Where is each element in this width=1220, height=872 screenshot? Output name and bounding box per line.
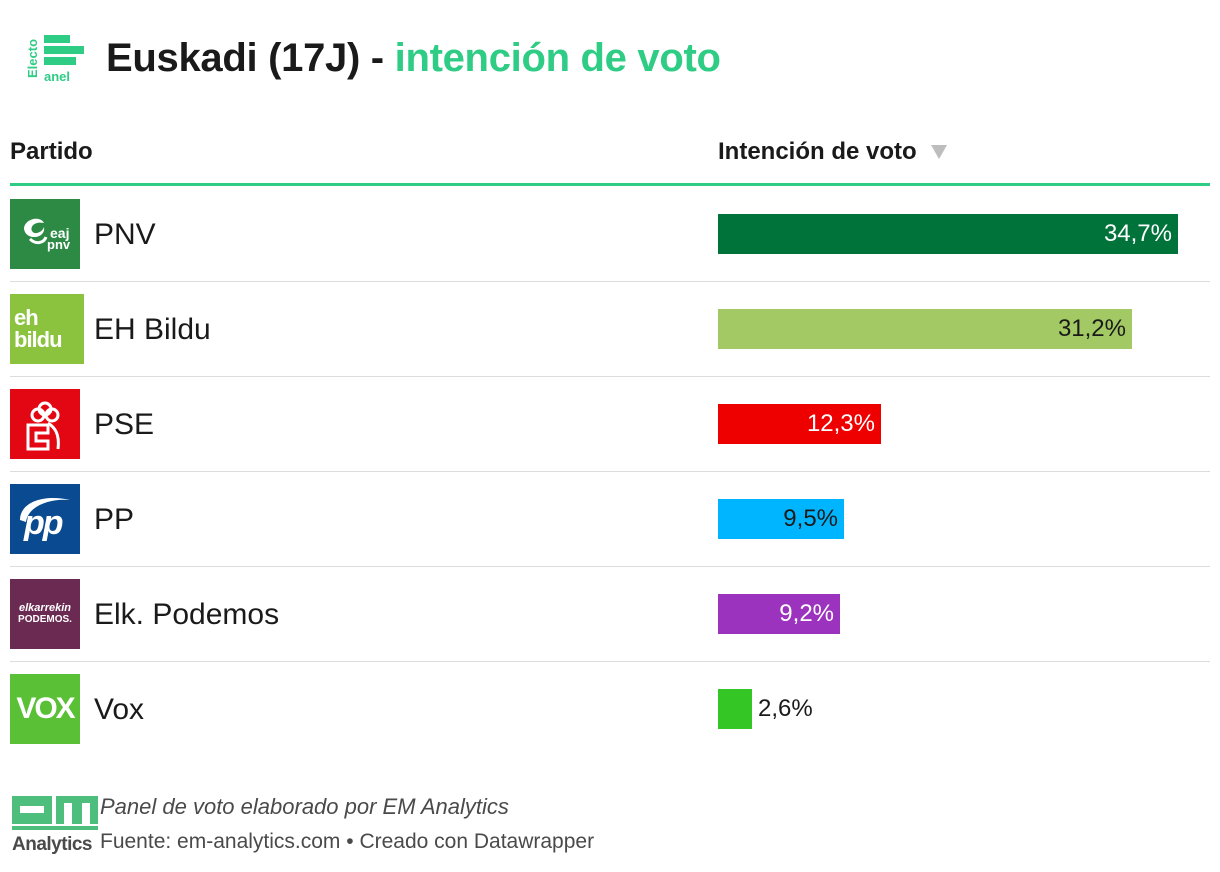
table-row: elkarrekin PODEMOS. Elk. Podemos 9,2% (10, 567, 1210, 662)
title-accent: intención de voto (394, 35, 721, 80)
logo-text: eaj (50, 225, 70, 241)
pse-logo-icon (10, 389, 80, 459)
table-row: PSE 12,3% (10, 377, 1210, 472)
data-label: 2,6% (758, 695, 813, 722)
logo-small-text: anel (44, 69, 71, 84)
electopanel-logo-icon: Electo anel (25, 31, 88, 85)
pp-logo-icon: pp (10, 484, 80, 554)
logo-text: PODEMOS. (18, 614, 72, 625)
logo-text: bildu (14, 327, 63, 352)
bar-eh-bildu (718, 309, 1132, 349)
party-name: PNV (94, 218, 156, 251)
chart-title: Euskadi (17J) - intención de voto (106, 36, 721, 81)
footer-logo-text: Analytics (12, 834, 92, 855)
column-header-party[interactable]: Partido (10, 138, 93, 165)
logo-text: elkarrekin (19, 602, 71, 614)
footnote: Panel de voto elaborado por EM Analytics (100, 794, 509, 819)
pnv-logo-icon: eaj pnv (10, 199, 80, 269)
bar-track: 34,7% (718, 214, 1178, 254)
party-name: PP (94, 503, 135, 536)
bar-track: 2,6% (718, 689, 1178, 729)
bar-track: 31,2% (718, 309, 1178, 349)
data-label: 12,3% (806, 410, 875, 437)
header-rule (10, 183, 1210, 186)
data-label: 9,5% (783, 505, 838, 532)
column-header-vote[interactable]: Intención de voto (718, 138, 947, 166)
table-row: pp PP 9,5% (10, 472, 1210, 567)
bar-vox (718, 689, 752, 729)
data-label: 31,2% (1057, 315, 1126, 342)
source-line: Fuente: em-analytics.com • Creado con Da… (100, 830, 595, 853)
title-main: Euskadi (17J) - (106, 35, 395, 80)
bar-pnv (718, 214, 1178, 254)
bar-pp (718, 499, 844, 539)
logo-text: VOX (16, 692, 75, 725)
logo-text: eh (14, 305, 39, 330)
table-row: eaj pnv PNV 34,7% (10, 187, 1210, 282)
vox-logo-icon: VOX (10, 674, 80, 744)
bar-track: 12,3% (718, 404, 1178, 444)
chart-rows: eaj pnv PNV 34,7% eh bildu EH Bildu 31,2% PSE 12,… (10, 187, 1210, 756)
bar-track: 9,2% (718, 594, 1178, 634)
table-row: eh bildu EH Bildu 31,2% (10, 282, 1210, 377)
logo-text: pnv (47, 237, 71, 252)
party-name: Vox (94, 693, 145, 726)
logo-vertical-text: Electo (25, 38, 40, 78)
sort-descending-icon[interactable] (930, 145, 947, 159)
party-name: PSE (94, 408, 155, 441)
chart-header: Electo anel Euskadi (17J) - intención de… (25, 30, 721, 86)
bar-pse (718, 404, 881, 444)
data-label: 9,2% (779, 600, 834, 627)
party-name: Elk. Podemos (94, 598, 280, 631)
column-header-vote-label: Intención de voto (718, 138, 917, 165)
party-name: EH Bildu (94, 313, 211, 346)
em-analytics-logo-icon: Analytics (12, 796, 98, 858)
table-row: VOX Vox 2,6% (10, 662, 1210, 756)
podemos-logo-icon: elkarrekin PODEMOS. (10, 579, 80, 649)
bar-elk-podemos (718, 594, 840, 634)
data-label: 34,7% (1103, 220, 1172, 247)
bar-track: 9,5% (718, 499, 1178, 539)
eh-bildu-logo-icon: eh bildu (10, 294, 84, 364)
logo-text: pp (24, 504, 64, 542)
